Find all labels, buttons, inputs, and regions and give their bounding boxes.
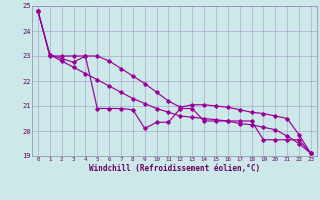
X-axis label: Windchill (Refroidissement éolien,°C): Windchill (Refroidissement éolien,°C)	[89, 164, 260, 173]
